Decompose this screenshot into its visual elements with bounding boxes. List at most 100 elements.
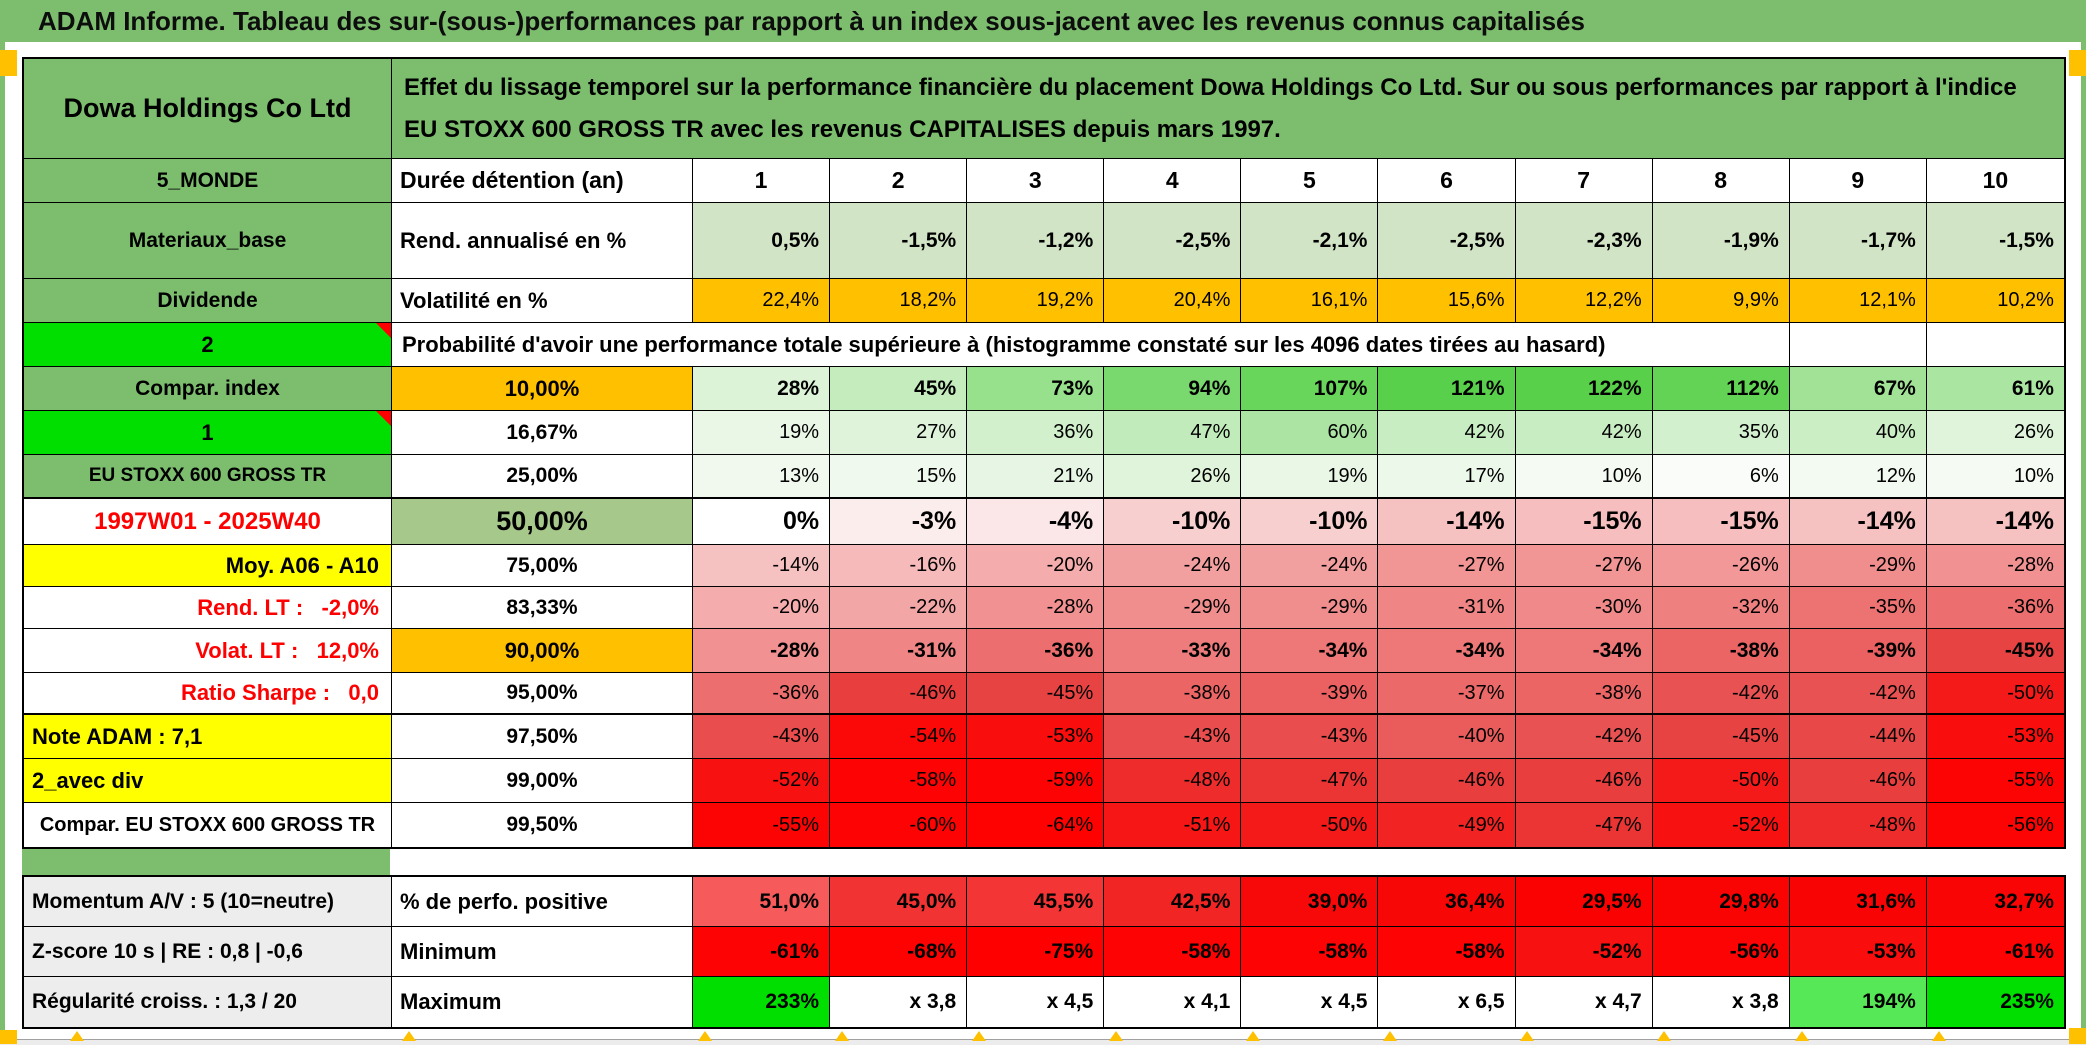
matrix-cell[interactable]: x 6,5 — [1378, 977, 1516, 1027]
matrix-cell[interactable]: -36% — [1926, 587, 2064, 629]
matrix-cell[interactable]: x 3,8 — [1652, 977, 1790, 1027]
matrix-cell[interactable]: -56% — [1926, 803, 2064, 847]
matrix-cell[interactable]: 73% — [967, 367, 1105, 411]
matrix-cell[interactable]: -61% — [693, 927, 831, 977]
matrix-cell[interactable]: -38% — [1104, 673, 1242, 715]
matrix-cell[interactable]: -14% — [1926, 499, 2064, 545]
matrix-cell[interactable]: 29,5% — [1515, 877, 1653, 927]
description-cell[interactable]: Effet du lissage temporel sur la perform… — [392, 59, 2064, 159]
matrix-cell[interactable]: 10,2% — [1926, 279, 2064, 323]
year-header-cell[interactable]: 4 — [1104, 159, 1242, 203]
year-header-cell[interactable]: 2 — [830, 159, 968, 203]
matrix-cell[interactable]: -27% — [1515, 545, 1653, 587]
matrix-cell[interactable]: -1,5% — [830, 203, 968, 279]
row-label-cell[interactable]: EU STOXX 600 GROSS TR — [24, 455, 392, 499]
matrix-cell[interactable]: 42,5% — [1104, 877, 1242, 927]
matrix-cell[interactable]: 32,7% — [1926, 877, 2064, 927]
matrix-cell[interactable]: -39% — [1241, 673, 1379, 715]
matrix-cell[interactable]: -46% — [1378, 759, 1516, 803]
matrix-cell[interactable]: 10% — [1926, 455, 2064, 499]
matrix-cell[interactable]: -46% — [1789, 759, 1927, 803]
matrix-cell[interactable]: 45% — [830, 367, 968, 411]
stat-name-cell[interactable]: % de perfo. positive — [392, 877, 693, 927]
matrix-cell[interactable]: 107% — [1241, 367, 1379, 411]
matrix-cell[interactable]: 10% — [1515, 455, 1653, 499]
matrix-cell[interactable]: -52% — [693, 759, 831, 803]
matrix-cell[interactable]: -43% — [693, 715, 831, 759]
matrix-cell[interactable]: -54% — [830, 715, 968, 759]
matrix-cell[interactable]: -53% — [1926, 715, 2064, 759]
row-label-cell[interactable]: Momentum A/V : 5 (10=neutre) — [24, 877, 392, 927]
matrix-cell[interactable]: 28% — [693, 367, 831, 411]
matrix-cell[interactable]: -53% — [967, 715, 1105, 759]
matrix-cell[interactable]: 94% — [1104, 367, 1242, 411]
matrix-cell[interactable]: -14% — [1789, 499, 1927, 545]
matrix-cell[interactable]: 6% — [1652, 455, 1790, 499]
matrix-cell[interactable]: -27% — [1378, 545, 1516, 587]
row-label-cell[interactable]: Compar. index — [24, 367, 392, 411]
matrix-cell[interactable]: 15,6% — [1378, 279, 1516, 323]
matrix-cell[interactable]: 27% — [830, 411, 968, 455]
matrix-cell[interactable]: 42% — [1515, 411, 1653, 455]
matrix-cell[interactable]: 19% — [693, 411, 831, 455]
row-label-cell[interactable]: Materiaux_base — [24, 203, 392, 279]
matrix-cell[interactable]: -58% — [1378, 927, 1516, 977]
row-label-cell[interactable]: 1 — [24, 411, 392, 455]
matrix-cell[interactable]: -15% — [1652, 499, 1790, 545]
empty-cell[interactable] — [1926, 323, 2064, 367]
matrix-cell[interactable]: 15% — [830, 455, 968, 499]
empty-cell[interactable] — [1789, 323, 1927, 367]
matrix-cell[interactable]: -29% — [1104, 587, 1242, 629]
matrix-cell[interactable]: -34% — [1515, 629, 1653, 673]
matrix-cell[interactable]: 61% — [1926, 367, 2064, 411]
matrix-cell[interactable]: -44% — [1789, 715, 1927, 759]
matrix-cell[interactable]: 26% — [1926, 411, 2064, 455]
matrix-cell[interactable]: 12,2% — [1515, 279, 1653, 323]
matrix-cell[interactable]: -55% — [693, 803, 831, 847]
matrix-cell[interactable]: -2,5% — [1104, 203, 1242, 279]
matrix-cell[interactable]: 36% — [967, 411, 1105, 455]
year-header-cell[interactable]: 1 — [693, 159, 831, 203]
matrix-cell[interactable]: -43% — [1104, 715, 1242, 759]
matrix-cell[interactable]: -1,5% — [1926, 203, 2064, 279]
matrix-cell[interactable]: -38% — [1515, 673, 1653, 715]
matrix-cell[interactable]: 40% — [1789, 411, 1927, 455]
matrix-cell[interactable]: 194% — [1789, 977, 1927, 1027]
year-header-cell[interactable]: 6 — [1378, 159, 1516, 203]
matrix-cell[interactable]: -52% — [1515, 927, 1653, 977]
matrix-cell[interactable]: 121% — [1378, 367, 1516, 411]
matrix-cell[interactable]: 0,5% — [693, 203, 831, 279]
year-header-cell[interactable]: 8 — [1652, 159, 1790, 203]
matrix-cell[interactable]: x 4,5 — [967, 977, 1105, 1027]
row-label-cell[interactable]: Note ADAM : 7,1 — [24, 715, 392, 759]
matrix-cell[interactable]: -45% — [967, 673, 1105, 715]
matrix-cell[interactable]: -34% — [1378, 629, 1516, 673]
matrix-cell[interactable]: 51,0% — [693, 877, 831, 927]
banner-cell[interactable]: Probabilité d'avoir une performance tota… — [392, 323, 1790, 367]
matrix-cell[interactable]: -52% — [1652, 803, 1790, 847]
matrix-cell[interactable]: -47% — [1515, 803, 1653, 847]
matrix-cell[interactable]: -45% — [1926, 629, 2064, 673]
matrix-cell[interactable]: -1,7% — [1789, 203, 1927, 279]
matrix-cell[interactable]: 39,0% — [1241, 877, 1379, 927]
matrix-cell[interactable]: -36% — [693, 673, 831, 715]
matrix-cell[interactable]: -30% — [1515, 587, 1653, 629]
matrix-cell[interactable]: -4% — [967, 499, 1105, 545]
row-label-cell[interactable]: Moy. A06 - A10 — [24, 545, 392, 587]
matrix-cell[interactable]: -56% — [1652, 927, 1790, 977]
matrix-cell[interactable]: x 4,5 — [1241, 977, 1379, 1027]
year-header-cell[interactable]: 3 — [967, 159, 1105, 203]
matrix-cell[interactable]: -48% — [1104, 759, 1242, 803]
matrix-cell[interactable]: -42% — [1789, 673, 1927, 715]
matrix-cell[interactable]: -75% — [967, 927, 1105, 977]
row-label-cell[interactable]: 2 — [24, 323, 392, 367]
row-label-cell[interactable]: 1997W01 - 2025W40 — [24, 499, 392, 545]
row-label-cell[interactable]: 2_avec div — [24, 759, 392, 803]
matrix-cell[interactable]: -20% — [967, 545, 1105, 587]
matrix-cell[interactable]: -24% — [1104, 545, 1242, 587]
matrix-cell[interactable]: -59% — [967, 759, 1105, 803]
matrix-cell[interactable]: 36,4% — [1378, 877, 1516, 927]
matrix-cell[interactable]: 19,2% — [967, 279, 1105, 323]
matrix-cell[interactable]: -2,1% — [1241, 203, 1379, 279]
matrix-cell[interactable]: -50% — [1652, 759, 1790, 803]
